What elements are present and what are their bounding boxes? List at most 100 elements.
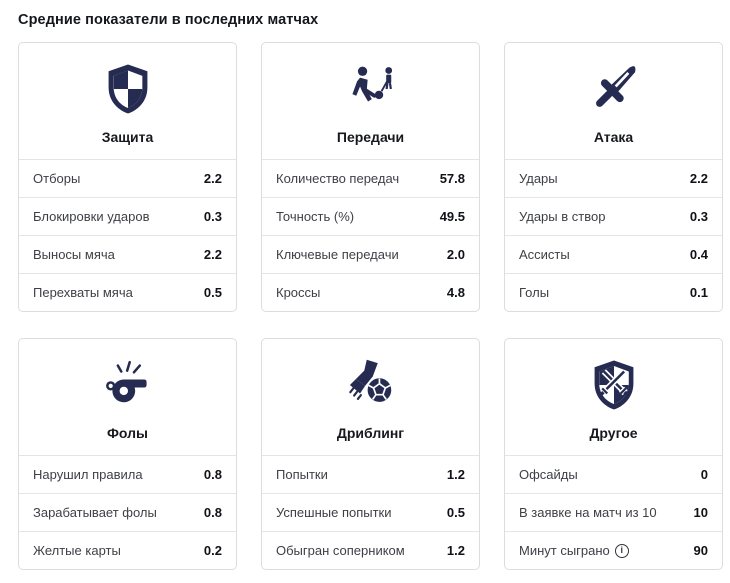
stat-label-group: Ассисты (519, 247, 570, 262)
stat-card: Дриблинг Попытки 1.2 Успешные попытки 0.… (261, 338, 480, 570)
card-title: Передачи (336, 128, 405, 145)
stat-label: Точность (%) (276, 209, 355, 224)
stat-value: 49.5 (439, 209, 465, 224)
stat-label: Количество передач (276, 171, 400, 186)
stat-label: Ключевые передачи (276, 247, 399, 262)
stat-row: Зарабатывает фолы 0.8 (19, 493, 236, 531)
stat-row: Обыгран соперником 1.2 (262, 531, 479, 569)
stat-label-group: Удары (519, 171, 558, 186)
card-title: Другое (589, 424, 638, 441)
stat-value: 0.5 (203, 285, 222, 300)
stat-card: Передачи Количество передач 57.8 Точност… (261, 42, 480, 312)
stat-label: Голы (519, 285, 550, 300)
stat-label: Блокировки ударов (33, 209, 150, 224)
stat-row: Количество передач 57.8 (262, 159, 479, 197)
stat-row: Нарушил правила 0.8 (19, 455, 236, 493)
stat-row: Минут сыграно i 90 (505, 531, 722, 569)
stat-list: Нарушил правила 0.8 Зарабатывает фолы 0.… (19, 455, 236, 569)
player-stats-page: Средние показатели в последних матчах За… (18, 12, 723, 570)
card-title: Дриблинг (336, 424, 405, 441)
stat-row: Выносы мяча 2.2 (19, 235, 236, 273)
stat-label-group: Точность (%) (276, 209, 354, 224)
card-title: Атака (593, 128, 634, 145)
stat-label: Зарабатывает фолы (33, 505, 157, 520)
stat-label: Обыгран соперником (276, 543, 405, 558)
stat-row: Блокировки ударов 0.3 (19, 197, 236, 235)
sword-icon (587, 62, 641, 116)
shield-crossed-swords-icon (587, 358, 641, 412)
card-header: Передачи (262, 43, 479, 159)
stat-value: 2.2 (203, 171, 222, 186)
stat-label-group: Выносы мяча (33, 247, 115, 262)
stat-label: Желтые карты (33, 543, 121, 558)
stat-list: Офсайды 0 В заявке на матч из 10 10 Мину… (505, 455, 722, 569)
stat-value: 1.2 (446, 543, 465, 558)
stat-row: Успешные попытки 0.5 (262, 493, 479, 531)
stat-value: 1.2 (446, 467, 465, 482)
stat-label: Успешные попытки (276, 505, 392, 520)
stat-value: 0.4 (689, 247, 708, 262)
stat-label-group: Блокировки ударов (33, 209, 149, 224)
card-header: Дриблинг (262, 339, 479, 455)
stat-row: Ассисты 0.4 (505, 235, 722, 273)
whistle-icon (101, 358, 155, 412)
card-title: Защита (101, 128, 154, 145)
stat-label: В заявке на матч из 10 (519, 505, 657, 520)
stat-row: Офсайды 0 (505, 455, 722, 493)
stat-value: 0.3 (203, 209, 222, 224)
stat-value: 0.8 (203, 505, 222, 520)
stat-label: Офсайды (519, 467, 578, 482)
stat-value: 0.5 (446, 505, 465, 520)
stat-value: 2.0 (446, 247, 465, 262)
stat-label-group: Нарушил правила (33, 467, 143, 482)
stat-label-group: Желтые карты (33, 543, 121, 558)
shield-icon (101, 62, 155, 116)
stat-row: Удары в створ 0.3 (505, 197, 722, 235)
stat-row: Отборы 2.2 (19, 159, 236, 197)
stat-label-group: Голы (519, 285, 549, 300)
stat-label: Нарушил правила (33, 467, 143, 482)
stat-label: Отборы (33, 171, 81, 186)
stat-label-group: Минут сыграно i (519, 543, 629, 558)
stat-value: 4.8 (446, 285, 465, 300)
stat-value: 0.3 (689, 209, 708, 224)
stat-label-group: Офсайды (519, 467, 578, 482)
stat-card: Фолы Нарушил правила 0.8 Зарабатывает фо… (18, 338, 237, 570)
stat-list: Количество передач 57.8 Точность (%) 49.… (262, 159, 479, 311)
info-icon[interactable]: i (614, 543, 629, 558)
stat-row: Попытки 1.2 (262, 455, 479, 493)
stat-label: Выносы мяча (33, 247, 115, 262)
stat-label-group: Кроссы (276, 285, 320, 300)
stat-card: Защита Отборы 2.2 Блокировки ударов 0.3 … (18, 42, 237, 312)
stat-label: Перехваты мяча (33, 285, 133, 300)
stat-label: Попытки (276, 467, 328, 482)
stat-label-group: В заявке на матч из 10 (519, 505, 657, 520)
stat-value: 0 (700, 467, 708, 482)
stat-list: Отборы 2.2 Блокировки ударов 0.3 Выносы … (19, 159, 236, 311)
card-header: Другое (505, 339, 722, 455)
card-header: Защита (19, 43, 236, 159)
stat-label: Минут сыграно (519, 543, 610, 558)
stat-value: 10 (693, 505, 708, 520)
stat-label: Удары (519, 171, 558, 186)
stat-value: 0.2 (203, 543, 222, 558)
stat-label-group: Отборы (33, 171, 80, 186)
stat-label: Ассисты (519, 247, 570, 262)
card-header: Фолы (19, 339, 236, 455)
dribbling-foot-ball-icon (344, 358, 398, 412)
stat-row: Удары 2.2 (505, 159, 722, 197)
stat-label-group: Ключевые передачи (276, 247, 399, 262)
stat-value: 2.2 (203, 247, 222, 262)
stat-row: Ключевые передачи 2.0 (262, 235, 479, 273)
stat-row: Голы 0.1 (505, 273, 722, 311)
stat-label-group: Удары в створ (519, 209, 605, 224)
stat-value: 90 (693, 543, 708, 558)
stat-row: В заявке на матч из 10 10 (505, 493, 722, 531)
stat-label: Кроссы (276, 285, 321, 300)
passing-players-icon (344, 62, 398, 116)
stat-label-group: Перехваты мяча (33, 285, 133, 300)
stat-value: 2.2 (689, 171, 708, 186)
stat-card: Другое Офсайды 0 В заявке на матч из 10 … (504, 338, 723, 570)
stat-row: Перехваты мяча 0.5 (19, 273, 236, 311)
stat-row: Желтые карты 0.2 (19, 531, 236, 569)
